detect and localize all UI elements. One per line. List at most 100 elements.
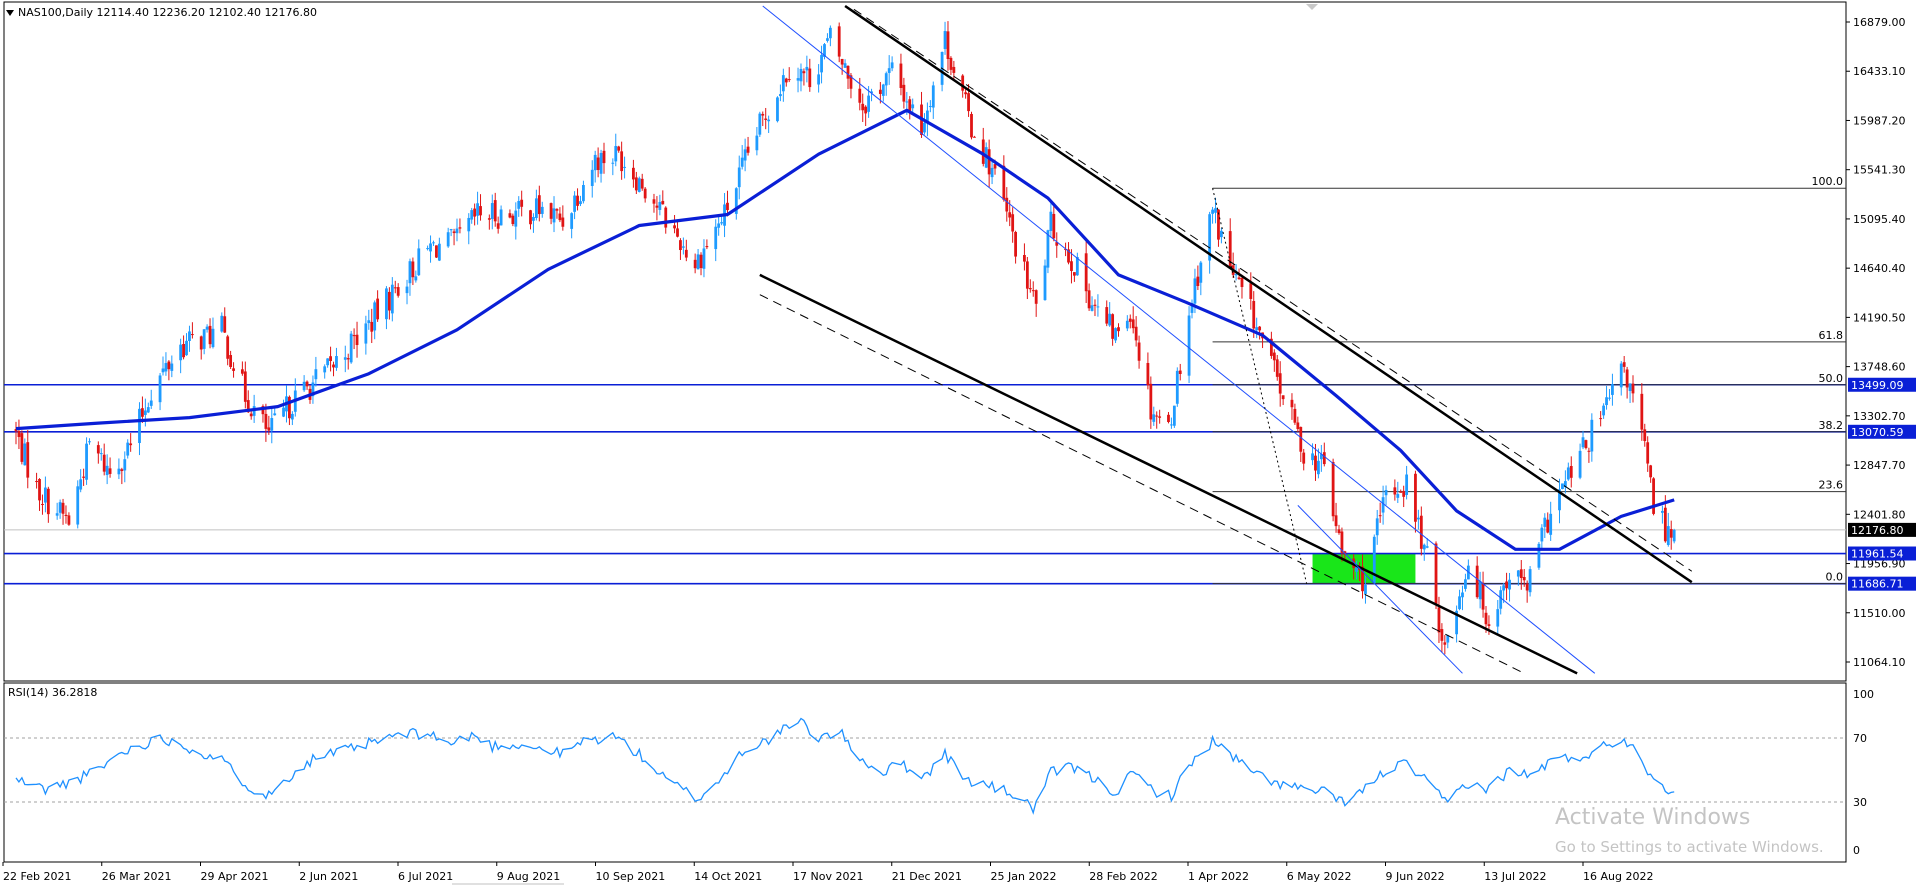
candle-body xyxy=(223,316,227,333)
candle-body xyxy=(1340,531,1344,553)
candle-body xyxy=(990,167,994,178)
candle-body xyxy=(596,157,600,170)
candle-body xyxy=(1049,211,1053,231)
candle-body xyxy=(1425,546,1429,548)
date-axis: 22 Feb 2021 26 Mar 2021 29 Apr 2021 2 Jun 2… xyxy=(2,862,1653,883)
trend-line-0[interactable] xyxy=(844,4,1693,584)
date-tick-label: 10 Sep 2021 xyxy=(596,870,666,883)
candle-body xyxy=(1475,565,1479,598)
candle-body xyxy=(537,195,541,215)
candle-body xyxy=(1296,422,1300,429)
candle-body xyxy=(705,246,709,248)
candle-body xyxy=(229,355,233,367)
candle-body xyxy=(1669,529,1673,538)
candle-body xyxy=(561,217,565,227)
trend-line-2[interactable] xyxy=(759,273,1578,675)
candle-body xyxy=(617,146,621,151)
candle-body xyxy=(837,26,841,57)
candle-body xyxy=(220,315,224,332)
candle-body xyxy=(1275,359,1279,377)
candle-body xyxy=(17,431,21,437)
candle-body xyxy=(432,242,435,244)
candle-body xyxy=(1146,362,1150,386)
candle-body xyxy=(1505,581,1508,589)
candle-body xyxy=(849,75,853,89)
rsi-line xyxy=(15,717,1675,815)
price-tick-label: 12401.80 xyxy=(1853,508,1906,521)
candle-body xyxy=(393,287,397,289)
candle-body xyxy=(1375,518,1379,536)
candle-body xyxy=(1602,405,1605,416)
scroll-marker-icon xyxy=(1306,4,1318,10)
candle-body xyxy=(887,68,891,73)
candle-body xyxy=(1125,320,1129,329)
candle-body xyxy=(1158,416,1162,418)
candle-body xyxy=(1519,569,1523,578)
candle-body xyxy=(1437,607,1441,633)
candle-body xyxy=(761,113,765,116)
candle-body xyxy=(890,62,894,69)
candle-body xyxy=(1258,326,1262,331)
price-tick-label: 16433.10 xyxy=(1853,65,1906,78)
candle-body xyxy=(396,287,400,296)
candle-body xyxy=(1108,313,1112,326)
candle-body xyxy=(923,122,926,133)
candle-body xyxy=(226,336,230,359)
candle-body xyxy=(1443,642,1447,645)
candle-body xyxy=(673,225,676,229)
candle-body xyxy=(1172,405,1176,426)
trend-line-5[interactable] xyxy=(1297,505,1463,674)
candle-body xyxy=(1249,283,1253,299)
candle-body xyxy=(1464,579,1467,589)
candle-body xyxy=(143,410,147,415)
candle-body xyxy=(1155,415,1159,417)
candle-body xyxy=(1419,515,1423,549)
candle-body xyxy=(776,97,779,122)
candle-body xyxy=(1487,624,1491,627)
candle-body xyxy=(1587,450,1591,452)
candle-body xyxy=(61,502,65,514)
candle-body xyxy=(211,328,215,348)
trend-line-4[interactable] xyxy=(762,5,1596,674)
candle-body xyxy=(755,135,759,151)
candle-body xyxy=(129,443,133,446)
candle-body xyxy=(993,164,997,169)
trend-line-3[interactable] xyxy=(759,294,1525,674)
collapse-arrow-icon[interactable] xyxy=(6,10,14,16)
candle-body xyxy=(1640,393,1644,430)
candle-body xyxy=(185,340,188,356)
candle-body xyxy=(899,63,903,88)
candle-body xyxy=(734,188,738,214)
candle-body xyxy=(931,85,935,108)
candle-body xyxy=(702,248,706,269)
candle-body xyxy=(23,443,27,466)
candle-body xyxy=(1028,287,1032,290)
candle-body xyxy=(1075,256,1079,276)
candle-body xyxy=(1622,362,1626,367)
candle-body xyxy=(1566,467,1570,480)
candle-body xyxy=(799,68,803,82)
candle-body xyxy=(455,228,459,234)
candle-body xyxy=(1331,461,1335,517)
price-tick-label: 16879.00 xyxy=(1853,16,1906,29)
candle-body xyxy=(199,336,203,350)
candle-body xyxy=(170,363,174,371)
candle-body xyxy=(288,396,291,419)
candle-body xyxy=(1528,569,1532,593)
candle-body xyxy=(158,375,162,403)
candle-body xyxy=(499,209,503,226)
price-tick-label: 15987.20 xyxy=(1853,114,1906,127)
candle-body xyxy=(179,344,183,361)
candle-body xyxy=(1034,290,1038,304)
candle-body xyxy=(314,369,318,380)
candle-body xyxy=(1558,489,1561,511)
candle-body xyxy=(1090,305,1094,311)
candle-body xyxy=(1378,515,1382,517)
candle-body xyxy=(1496,609,1500,627)
candle-body xyxy=(737,167,741,188)
candle-body xyxy=(1384,490,1388,496)
candle-body xyxy=(1220,230,1223,238)
candle-body xyxy=(717,223,721,228)
trend-line-1[interactable] xyxy=(853,8,1693,572)
candle-body xyxy=(640,178,644,189)
